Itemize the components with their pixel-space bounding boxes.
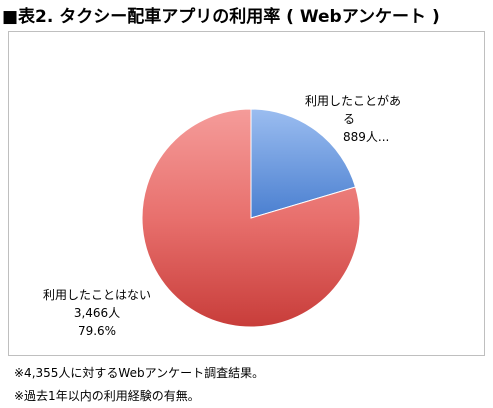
footnote-2: ※過去1年以内の利用経験の有無。 [14, 389, 200, 403]
chart-frame: 利用したことがあ る 889人... 利用したことはない 3,466人 79.6… [8, 31, 485, 356]
page-title: ■表2. タクシー配車アプリの利用率 ( Webアンケート ) [2, 7, 440, 27]
pie-chart [141, 108, 361, 328]
slice-label-not-used: 利用したことはない 3,466人 79.6% [43, 288, 152, 338]
footnote-1: ※4,355人に対するWebアンケート調査結果。 [14, 366, 265, 380]
pie-slice-not-used [141, 108, 361, 328]
slice-label-used: 利用したことがあ る 889人... [305, 94, 402, 144]
pie-slice-used [250, 108, 357, 219]
